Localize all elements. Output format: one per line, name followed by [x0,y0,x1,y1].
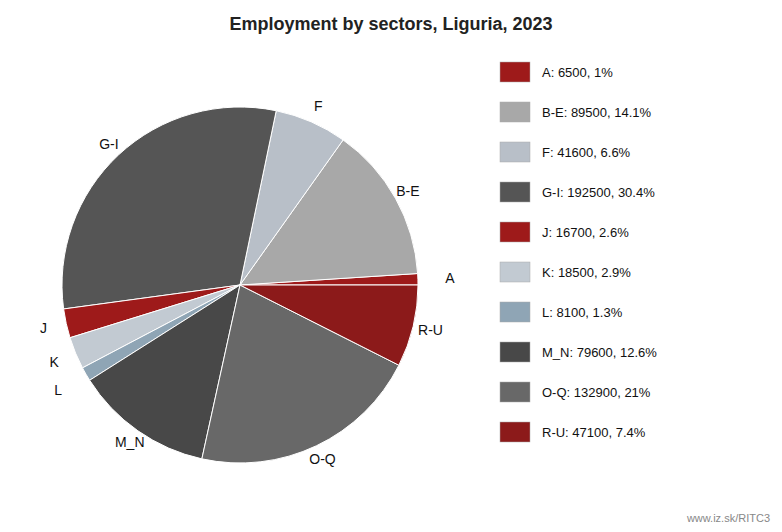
legend-entry: R-U: 47100, 7.4% [542,425,646,440]
legend-entry: G-I: 192500, 30.4% [542,185,655,200]
legend-swatch [500,222,530,242]
legend-entry: O-Q: 132900, 21% [542,385,651,400]
legend-entry: K: 18500, 2.9% [542,265,631,280]
slice-labels: A B-E F G-I J KL M_N O-Q R-U [40,98,455,467]
legend-entry: F: 41600, 6.6% [542,145,631,160]
background [0,0,782,532]
legend-swatch [500,342,530,362]
legend-entry: B-E: 89500, 14.1% [542,105,652,120]
pie-slice [62,107,276,309]
slice-label: J [40,320,47,336]
pie [62,107,418,463]
pie-slice [240,285,418,365]
legend: A: 6500, 1% B-E: 89500, 14.1% F: 41600, 6.… [500,62,657,442]
slice-label: F [314,98,323,114]
legend-swatch [500,142,530,162]
slice-label: R-U [418,322,443,338]
legend-swatch [500,382,530,402]
legend-entry: L: 8100, 1.3% [542,305,623,320]
legend-swatch [500,302,530,322]
legend-swatch [500,262,530,282]
legend-swatch [500,422,530,442]
chart: Employment by sectors, Liguria, 2023 A B-E… [0,0,782,532]
slice-label: O-Q [309,451,336,467]
legend-swatch [500,62,530,82]
slice-label: G-I [99,136,118,152]
legend-entry: A: 6500, 1% [542,65,613,80]
legend-swatch [500,182,530,202]
slice-label: A [445,270,455,286]
slice-label: M_N [115,434,145,450]
slice-label: B-E [396,183,419,199]
legend-swatch [500,102,530,122]
legend-entry: M_N: 79600, 12.6% [542,345,657,360]
watermark: www.iz.sk/RITC3 [686,512,770,524]
slice-label: L [54,382,62,398]
legend-entry: J: 16700, 2.6% [542,225,629,240]
slice-label: K [49,354,59,370]
title: Employment by sectors, Liguria, 2023 [229,14,552,34]
